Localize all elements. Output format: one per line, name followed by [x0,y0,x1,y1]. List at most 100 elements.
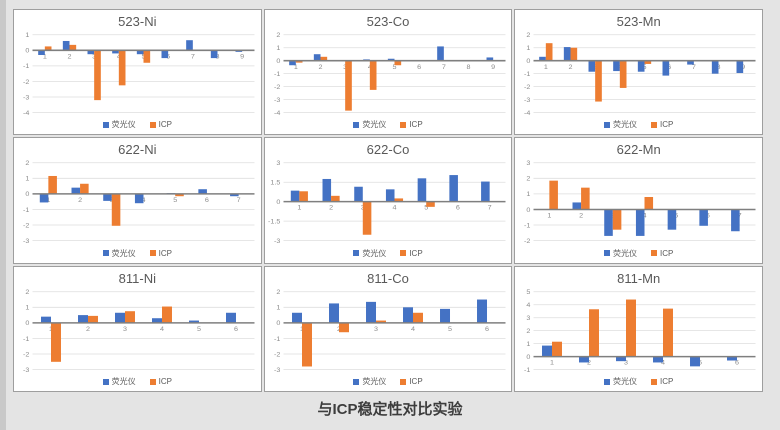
legend-swatch-orange [149,250,156,257]
bar-chart-811-mn: 5 4 3 2 1 0 -1 1 2 3 4 5 6 [524,289,756,374]
svg-text:-2: -2 [274,351,281,358]
chart-title: 811-Ni [118,270,156,286]
legend-label: ICP [158,377,172,386]
chart-legend: 荧光仪 ICP [265,374,512,391]
svg-text:-1.5: -1.5 [268,219,281,226]
chart-legend: 荧光仪 ICP [14,374,261,391]
chart-panel-811-ni: 811-Ni 210-1-2-3123456 荧光仪 ICP [13,265,262,392]
svg-text:5: 5 [675,213,679,220]
svg-text:2: 2 [86,326,90,333]
legend-label: ICP [409,377,423,386]
svg-text:5: 5 [527,289,531,296]
svg-text:1: 1 [25,305,29,312]
svg-text:-1: -1 [23,63,30,70]
legend-item-fluorescence: 荧光仪 [603,248,637,259]
chart-title: 523-Co [366,14,410,29]
svg-text:0: 0 [25,48,29,55]
svg-text:-2: -2 [524,84,531,91]
svg-text:7: 7 [738,213,742,220]
chart-panel-622-ni: 622-Ni 210-1-2-31234567 荧光仪 ICP [13,137,262,264]
svg-text:-1: -1 [524,71,531,78]
svg-text:2: 2 [25,161,29,168]
svg-text:7: 7 [487,205,491,212]
chart-title: 622-Ni [118,142,157,158]
svg-text:7: 7 [692,64,696,71]
chart-title: 622-Co [366,142,410,158]
svg-text:9: 9 [240,54,244,61]
svg-text:-3: -3 [23,367,30,374]
svg-text:6: 6 [417,64,421,71]
svg-text:4: 4 [392,205,396,212]
legend-swatch-orange [650,121,657,128]
svg-text:1: 1 [527,341,531,348]
svg-text:-3: -3 [274,367,281,374]
svg-text:0: 0 [25,320,29,327]
legend-item-icp: ICP [650,377,673,386]
svg-text:-2: -2 [524,238,531,245]
legend-label: ICP [409,248,423,258]
svg-text:2: 2 [25,289,29,296]
legend-swatch-blue [353,121,360,128]
svg-text:2: 2 [527,176,531,183]
legend-swatch-blue [102,378,109,385]
legend-swatch-blue [102,121,109,128]
svg-text:1: 1 [276,305,280,312]
legend-swatch-orange [650,250,657,257]
bar-chart-811-ni: 210-1-2-3123456 [23,289,255,374]
legend-item-fluorescence: 荧光仪 [353,376,386,387]
page-left-edge [0,0,6,430]
svg-text:8: 8 [717,64,721,71]
bar-chart-622-ni: 210-1-2-31234567 [23,161,255,245]
svg-text:1: 1 [25,176,29,183]
svg-text:1: 1 [527,45,531,52]
legend-item-icp: ICP [149,120,172,129]
svg-text:3: 3 [123,326,127,333]
svg-text:4: 4 [160,326,164,333]
legend-item-fluorescence: 荧光仪 [603,119,637,130]
svg-text:4: 4 [141,197,145,204]
chart-legend: 荧光仪 ICP [14,117,261,134]
svg-text:-4: -4 [274,110,281,117]
svg-text:-2: -2 [23,351,30,358]
legend-item-icp: ICP [650,249,673,258]
svg-text:6: 6 [735,360,739,367]
legend-item-icp: ICP [149,377,172,386]
svg-text:0: 0 [276,200,280,207]
legend-item-fluorescence: 荧光仪 [353,119,386,130]
svg-text:3: 3 [527,315,531,322]
legend-label: ICP [659,120,674,130]
svg-text:-3: -3 [23,95,30,102]
svg-text:2: 2 [318,64,322,71]
svg-text:8: 8 [215,54,219,61]
chart-panel-811-co: 811-Co 210-1-2-3123456 荧光仪 ICP [263,265,513,392]
legend-swatch-orange [400,250,407,257]
svg-text:-3: -3 [274,97,281,104]
legend-swatch-orange [149,378,156,385]
svg-text:1: 1 [297,205,301,212]
svg-text:-1: -1 [524,367,531,374]
svg-text:0: 0 [527,207,531,214]
svg-text:7: 7 [237,197,241,204]
legend-item-fluorescence: 荧光仪 [603,376,637,387]
svg-text:1: 1 [276,45,280,52]
legend-item-fluorescence: 荧光仪 [102,248,136,259]
svg-text:7: 7 [191,54,195,61]
chart-panel-523-mn: 523-Mn 210-1-2-3-4123456789 荧光仪 ICP [514,9,763,136]
legend-swatch-orange [650,378,657,385]
chart-legend: 荧光仪 ICP [265,117,512,134]
svg-text:-1: -1 [23,336,30,343]
svg-text:3: 3 [276,161,280,168]
chart-legend: 荧光仪 ICP [265,246,512,263]
legend-swatch-blue [603,121,610,128]
svg-text:-3: -3 [274,238,281,245]
svg-text:1: 1 [544,64,548,71]
legend-item-fluorescence: 荧光仪 [353,248,386,259]
svg-text:5: 5 [392,64,396,71]
svg-text:-4: -4 [524,110,531,117]
svg-text:1: 1 [25,32,29,39]
svg-text:5: 5 [698,360,702,367]
bar-chart-523-co: 210-1-2-3-4123456789 [274,32,506,117]
svg-text:9: 9 [742,64,746,71]
svg-text:3: 3 [624,360,628,367]
